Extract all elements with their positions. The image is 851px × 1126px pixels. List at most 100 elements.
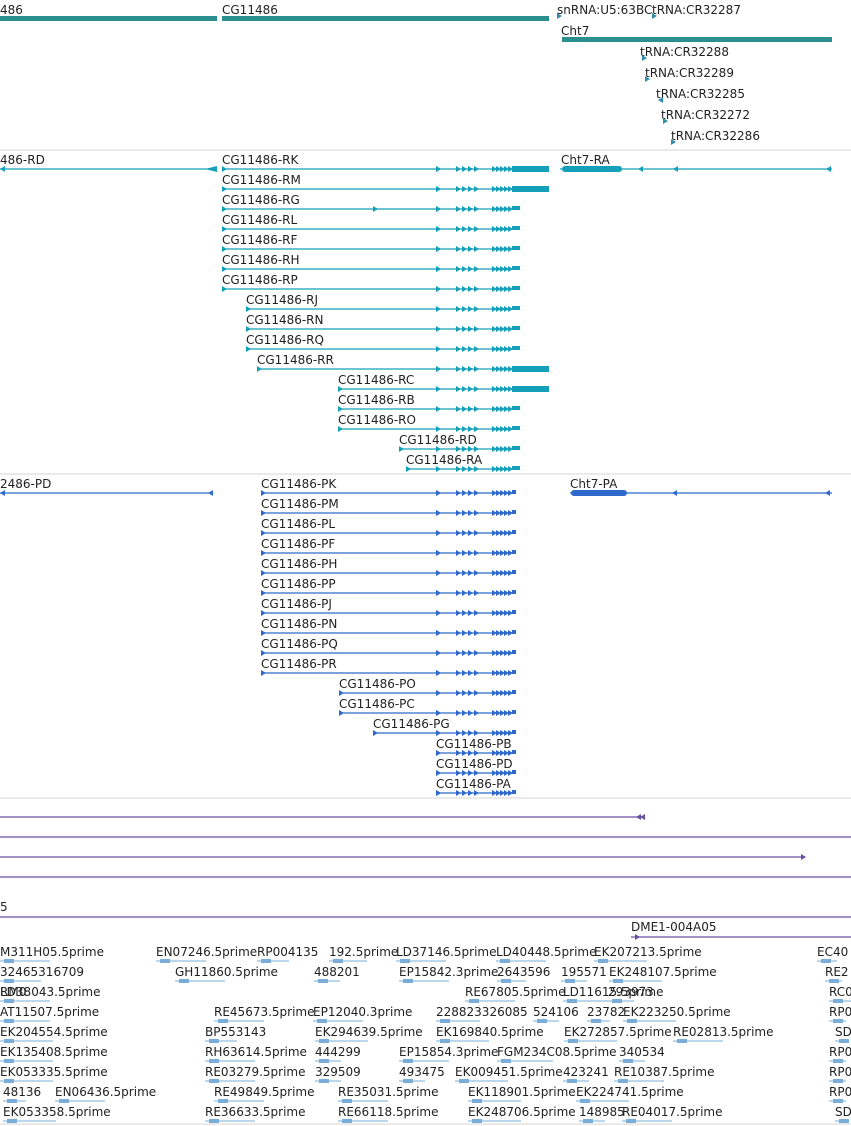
gene-label[interactable]: Cht7 — [561, 24, 589, 38]
est-label[interactable]: 23782 — [587, 1005, 625, 1019]
gene-label[interactable]: tRNA:CR32285 — [656, 87, 745, 101]
gene-feature[interactable]: CG11486 — [222, 3, 549, 21]
est-label[interactable]: RE67805.5prime — [465, 985, 566, 999]
est-label[interactable]: EK207213.5prime — [594, 945, 702, 959]
transcript-feature[interactable]: 486-RD — [0, 153, 217, 172]
est-label[interactable]: 32465316709 — [0, 965, 84, 979]
est-feature[interactable]: RE2 — [825, 965, 849, 983]
est-feature[interactable]: 195571 — [561, 965, 607, 983]
protein-feature[interactable]: CG11486-PL — [261, 517, 516, 536]
protein-label[interactable]: CG11486-PQ — [261, 637, 338, 651]
est-label[interactable]: RE49849.5prime — [214, 1085, 315, 1099]
protein-label[interactable]: CG11486-PD — [436, 757, 513, 771]
protein-label[interactable]: CG11486-PN — [261, 617, 337, 631]
est-feature[interactable]: 488201 — [314, 965, 360, 983]
est-feature[interactable]: FGM234C08.5prime — [497, 1045, 617, 1063]
transcript-label[interactable]: CG11486-RL — [222, 213, 298, 227]
transcript-feature[interactable]: CG11486-RA — [406, 453, 520, 472]
est-label[interactable]: GH11860.5prime — [175, 965, 278, 979]
protein-feature[interactable]: CG11486-PD — [436, 757, 516, 776]
gene-bar[interactable] — [562, 37, 832, 42]
protein-label[interactable]: CG11486-PK — [261, 477, 337, 491]
est-label[interactable]: 195571 — [561, 965, 607, 979]
transcript-feature[interactable]: Cht7-RA — [560, 153, 832, 172]
est-label[interactable]: LD38043.5prime — [0, 985, 101, 999]
est-feature[interactable]: EK009451.5prime — [455, 1065, 563, 1083]
est-feature[interactable]: LD40448.5prime — [496, 945, 597, 963]
transcript-label[interactable]: CG11486-RO — [338, 413, 416, 427]
protein-feature[interactable]: CG11486-PN — [261, 617, 516, 636]
est-feature[interactable]: 48136 — [3, 1085, 41, 1103]
est-label[interactable]: 423241 — [563, 1065, 609, 1079]
protein-feature[interactable]: CG11486-PJ — [261, 597, 516, 616]
est-label[interactable]: EK248706.5prime — [468, 1105, 576, 1119]
est-label[interactable]: RC0-DP0003-150700-022-E01 — [829, 985, 851, 999]
protein-feature[interactable]: CG11486-PG — [373, 717, 516, 736]
gene-label[interactable]: tRNA:CR32288 — [640, 45, 729, 59]
est-label[interactable]: LD11615.5prime — [563, 985, 664, 999]
transcript-label[interactable]: CG11486-RQ — [246, 333, 324, 347]
est-label[interactable]: RP0 — [829, 1005, 851, 1019]
est-feature[interactable]: RP0 — [829, 1045, 851, 1063]
est-label[interactable]: 192.5prime — [329, 945, 398, 959]
gene-feature[interactable]: snRNA:U5:63BC — [557, 3, 652, 19]
transcript-label[interactable]: CG11486-RK — [222, 153, 300, 167]
protein-label[interactable]: CG11486-PB — [436, 737, 512, 751]
est-label[interactable]: EN07246.5prime — [156, 945, 257, 959]
est-feature[interactable]: AT11507.5prime — [0, 1005, 99, 1023]
est-label[interactable]: EK223250.5prime — [623, 1005, 731, 1019]
est-label[interactable]: RP0 — [829, 1085, 851, 1099]
est-feature[interactable]: LD37146.5prime — [396, 945, 497, 963]
protein-label[interactable]: 2486-PD — [0, 477, 51, 491]
est-feature[interactable]: RE02813.5prime — [673, 1025, 774, 1043]
est-label[interactable]: 48136 — [3, 1085, 41, 1099]
gene-feature[interactable]: tRNA:CR32289 — [645, 66, 734, 82]
est-feature[interactable]: EK118901.5prime — [468, 1085, 576, 1103]
est-label[interactable]: 293973 — [608, 985, 654, 999]
est-feature[interactable]: RP0 — [829, 1085, 851, 1103]
gene-feature[interactable]: tRNA:CR32272 — [661, 108, 750, 124]
est-label[interactable]: RE02813.5prime — [673, 1025, 774, 1039]
est-label[interactable]: EC40 — [817, 945, 848, 959]
transcript-label[interactable]: Cht7-RA — [561, 153, 611, 167]
gene-label[interactable]: tRNA:CR32289 — [645, 66, 734, 80]
est-label[interactable]: EK248107.5prime — [609, 965, 717, 979]
est-label[interactable]: 444299 — [315, 1045, 361, 1059]
transcript-feature[interactable]: CG11486-RN — [246, 313, 520, 332]
protein-label[interactable]: CG11486-PM — [261, 497, 339, 511]
est-feature[interactable]: EK135408.5prime — [0, 1045, 108, 1063]
est-feature[interactable]: LD11615.5prime — [563, 985, 664, 1003]
est-feature[interactable]: 493475 — [399, 1065, 445, 1083]
transcript-feature[interactable]: CG11486-RK — [222, 153, 549, 172]
gene-label[interactable]: snRNA:U5:63BC — [557, 3, 652, 17]
est-label[interactable]: EP15854.3prime — [399, 1045, 498, 1059]
est-label[interactable]: RE45673.5prime — [214, 1005, 315, 1019]
est-label[interactable]: RE35031.5prime — [338, 1085, 439, 1099]
transcript-label[interactable]: CG11486-RB — [338, 393, 415, 407]
est-feature[interactable]: RE45673.5prime — [214, 1005, 315, 1023]
est-feature[interactable]: RE04017.5prime — [622, 1105, 723, 1123]
transcript-feature[interactable]: CG11486-RL — [222, 213, 520, 232]
est-label[interactable]: EP15842.3prime — [399, 965, 498, 979]
transcript-label[interactable]: CG11486-RR — [257, 353, 334, 367]
misc-feature[interactable]: DME1-004A05 — [631, 920, 851, 940]
protein-feature[interactable]: CG11486-PM — [261, 497, 516, 516]
transcript-feature[interactable]: CG11486-RG — [222, 193, 520, 212]
est-label[interactable]: 2643596 — [497, 965, 550, 979]
transcript-label[interactable]: 486-RD — [0, 153, 45, 167]
est-label[interactable]: EK204554.5prime — [0, 1025, 108, 1039]
est-feature[interactable]: 192.5prime — [329, 945, 398, 963]
est-feature[interactable]: 423241 — [563, 1065, 609, 1083]
gene-label[interactable]: CG11486 — [222, 3, 278, 17]
est-label[interactable]: RH63614.5prime — [205, 1045, 307, 1059]
est-label[interactable]: EK169840.5prime — [436, 1025, 544, 1039]
est-label[interactable]: EK053335.5prime — [0, 1065, 108, 1079]
est-feature[interactable]: 524106 — [533, 1005, 579, 1023]
gene-label[interactable]: 486 — [0, 3, 23, 17]
est-feature[interactable]: EK204554.5prime — [0, 1025, 108, 1043]
est-label[interactable]: RP0 — [829, 1065, 851, 1079]
est-feature[interactable]: GH11860.5prime — [175, 965, 278, 983]
gene-bar[interactable] — [222, 16, 549, 21]
est-feature[interactable]: RP0 — [829, 1065, 851, 1083]
est-feature[interactable]: BP553143 — [205, 1025, 266, 1043]
